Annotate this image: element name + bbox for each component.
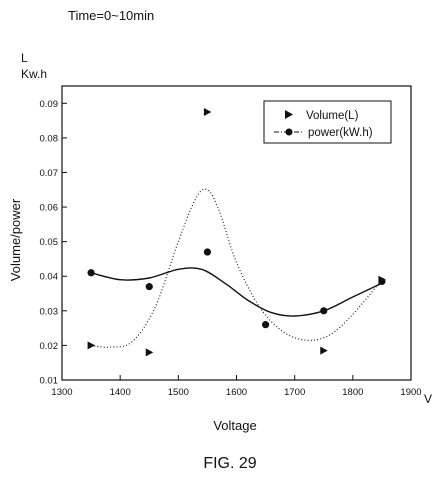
x-axis-label: Voltage <box>213 418 256 433</box>
y-tick-label: 0.02 <box>40 341 59 352</box>
legend-triangle-icon <box>285 110 293 119</box>
volume-point-triangle <box>203 107 212 116</box>
power-point-circle <box>87 269 95 277</box>
x-tick-label: 1600 <box>226 387 247 398</box>
volume-point-triangle <box>87 341 96 350</box>
volume-point-triangle <box>320 346 328 355</box>
y-tick-label: 0.06 <box>40 203 59 214</box>
legend: Volume(L) power(kW.h) <box>263 100 392 144</box>
power-point-circle <box>320 307 328 315</box>
power-point-circle <box>203 248 212 256</box>
y-ticks: 0.01 0.02 0.03 0.04 0.05 0.06 0.07 0.08 0.09 <box>40 99 67 387</box>
fit-curves <box>90 188 383 348</box>
x-tick-label: 1900 <box>400 387 421 398</box>
y-tick-label: 0.08 <box>40 133 59 144</box>
y-unit-power: Kw.h <box>21 67 47 81</box>
x-ticks: 1300 1400 1500 1600 1700 1800 1900 <box>51 375 422 398</box>
y-tick-label: 0.01 <box>40 376 59 387</box>
x-tick-label: 1800 <box>342 387 363 398</box>
figure-label: FIG. 29 <box>203 455 256 472</box>
x-tick-label: 1400 <box>110 387 131 398</box>
fit-curve-series-1 <box>90 267 383 317</box>
x-tick-label: 1700 <box>284 387 305 398</box>
legend-label-volume: Volume(L) <box>306 110 359 122</box>
y-tick-label: 0.03 <box>40 306 59 317</box>
legend-circle-icon <box>285 128 293 136</box>
y-axis-label: Volume/power <box>8 198 23 281</box>
y-unit-volume: L <box>21 51 28 65</box>
y-tick-label: 0.09 <box>40 99 59 110</box>
x-tick-label: 1300 <box>51 387 72 398</box>
power-point-circle <box>145 283 153 291</box>
legend-box <box>263 100 392 144</box>
volume-point-triangle <box>145 348 154 357</box>
power-point-circle <box>261 321 270 329</box>
x-tick-label: 1500 <box>168 387 189 398</box>
legend-label-power: power(kW.h) <box>308 127 373 139</box>
power-point-circle <box>378 277 386 286</box>
y-tick-label: 0.04 <box>40 272 59 283</box>
chart-title: Time=0~10min <box>68 8 154 23</box>
fit-curve-series-0 <box>91 188 383 348</box>
data-markers <box>87 107 386 357</box>
x-axis-unit: V <box>424 392 432 406</box>
y-tick-label: 0.05 <box>40 237 59 248</box>
y-tick-label: 0.07 <box>40 168 59 179</box>
